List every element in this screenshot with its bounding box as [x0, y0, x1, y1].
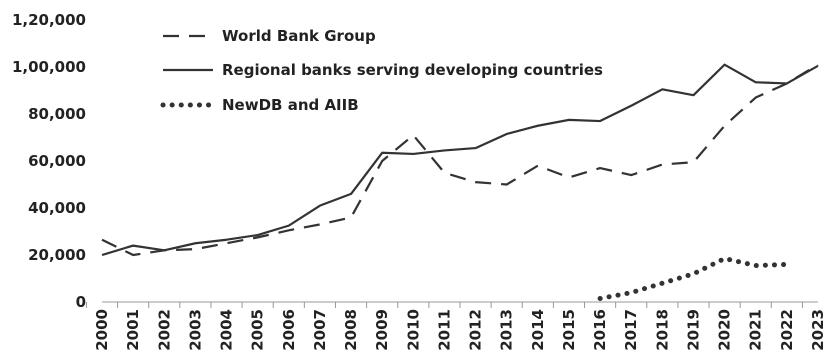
x-tick-label: 2002 — [155, 309, 173, 351]
x-tick-label: 2013 — [498, 309, 516, 351]
legend-label: NewDB and AIIB — [222, 96, 359, 114]
x-tick-label: 2023 — [809, 309, 827, 351]
y-tick-label: 1,00,000 — [12, 58, 86, 76]
x-tick-label: 2016 — [591, 309, 609, 351]
legend-label: World Bank Group — [222, 27, 376, 45]
x-tick-label: 2022 — [778, 309, 796, 351]
x-tick-label: 2011 — [435, 309, 453, 351]
x-tick-label: 2020 — [716, 309, 734, 351]
x-tick-label: 2000 — [93, 309, 111, 351]
x-tick-label: 2004 — [218, 309, 236, 351]
series-line-2 — [101, 63, 819, 257]
x-tick-label: 2008 — [342, 309, 360, 351]
x-tick-label: 2005 — [249, 309, 267, 351]
x-tick-label: 2021 — [747, 309, 765, 351]
x-tick-label: 2009 — [373, 309, 391, 351]
x-tick-label: 2017 — [622, 309, 640, 351]
x-tick-label: 2014 — [529, 309, 547, 351]
legend-label: Regional banks serving developing countr… — [222, 61, 603, 79]
x-tick-label: 2003 — [186, 309, 204, 351]
x-tick-label: 2010 — [404, 309, 422, 351]
x-tick-label: 2007 — [311, 309, 329, 351]
y-tick-label: 20,000 — [28, 246, 86, 264]
series-layer — [101, 63, 819, 301]
x-tick-label: 2019 — [684, 309, 702, 351]
x-tick-label: 2001 — [124, 309, 142, 351]
x-tick-label: 2015 — [560, 309, 578, 351]
series-line-3 — [597, 255, 790, 301]
series-line-1 — [101, 63, 819, 257]
y-tick-label: 1,20,000 — [12, 11, 86, 29]
y-tick-label: 0 — [76, 293, 86, 311]
x-tick-label: 2018 — [653, 309, 671, 351]
x-axis: 2000 2001 2002 2003 2004 2005 2006 2007 2008 2009… — [85, 301, 827, 351]
y-tick-label: 60,000 — [28, 152, 86, 170]
y-axis-ticks: 0 20,000 40,000 60,000 80,000 1,00,000 1,20,00… — [12, 11, 86, 311]
x-tick-label: 2006 — [280, 309, 298, 351]
legend: World Bank Group Regional banks serving d… — [160, 27, 603, 114]
y-tick-label: 40,000 — [28, 199, 86, 217]
x-tick-label: 2012 — [467, 309, 485, 351]
y-tick-label: 80,000 — [28, 105, 86, 123]
